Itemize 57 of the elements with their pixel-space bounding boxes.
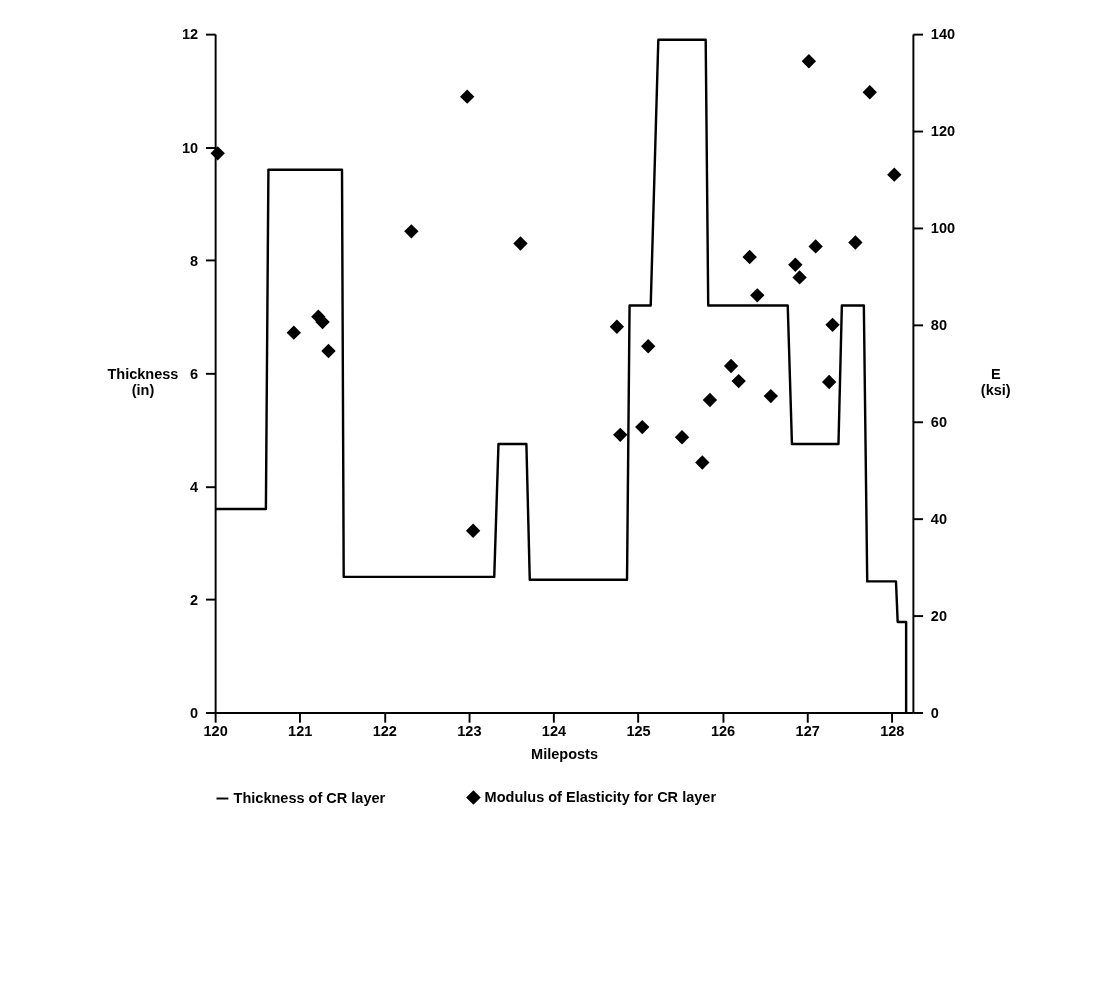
point <box>887 167 902 182</box>
x-tick-label: 127 <box>795 723 820 740</box>
point <box>613 427 628 443</box>
point <box>763 388 778 404</box>
point <box>825 317 840 333</box>
y-tick-label: 4 <box>190 478 199 495</box>
point <box>459 89 475 104</box>
point <box>848 235 863 250</box>
point <box>808 239 823 254</box>
point <box>635 419 650 435</box>
point <box>695 455 710 470</box>
point <box>286 325 301 340</box>
point <box>404 224 419 239</box>
point <box>862 85 877 100</box>
x-tick-label: 123 <box>457 723 482 740</box>
point <box>513 236 528 251</box>
y-tick-label: 6 <box>190 365 199 382</box>
y2-tick-label: 40 <box>930 511 947 528</box>
y2-tick-label: 120 <box>930 123 956 140</box>
y-tick-label: 8 <box>190 252 199 269</box>
y-tick-label: 2 <box>190 591 199 608</box>
x-tick-label: 120 <box>203 723 228 740</box>
y-tick-label: 12 <box>182 26 199 43</box>
point <box>731 373 746 389</box>
point <box>801 54 817 69</box>
point <box>321 343 336 359</box>
point <box>640 339 656 354</box>
point <box>210 146 225 161</box>
y2-tick-label: 100 <box>930 220 956 237</box>
point <box>750 288 765 303</box>
y2-tick-label: 80 <box>930 317 947 334</box>
y2-tick-label: 60 <box>930 414 947 431</box>
y2-axis-title: E (ksi) <box>980 365 1011 399</box>
point <box>792 270 807 285</box>
point <box>788 257 803 272</box>
legend-label: Thickness of CR layer <box>233 790 386 807</box>
x-tick-label: 122 <box>372 723 397 740</box>
y2-tick-label: 140 <box>930 26 956 43</box>
y-tick-label: 10 <box>182 139 199 156</box>
point <box>821 374 837 390</box>
point <box>609 319 625 334</box>
legend-label: Modulus of Elasticity for CR layer <box>484 789 717 806</box>
x-tick-label: 126 <box>710 723 736 740</box>
x-tick-label: 125 <box>626 723 651 740</box>
y-axis-title: Thickness (in) <box>107 365 179 399</box>
point <box>674 430 690 445</box>
point <box>742 249 757 265</box>
x-tick-label: 124 <box>541 723 567 740</box>
y2-tick-label: 20 <box>930 607 947 624</box>
point <box>723 358 739 374</box>
y-tick-label: 0 <box>190 704 199 721</box>
point <box>465 523 481 538</box>
x-axis-title: Mileposts <box>531 745 598 762</box>
point <box>702 392 718 408</box>
y2-tick-label: 0 <box>930 704 939 721</box>
x-tick-label: 128 <box>880 723 905 740</box>
x-tick-label: 121 <box>288 723 313 740</box>
